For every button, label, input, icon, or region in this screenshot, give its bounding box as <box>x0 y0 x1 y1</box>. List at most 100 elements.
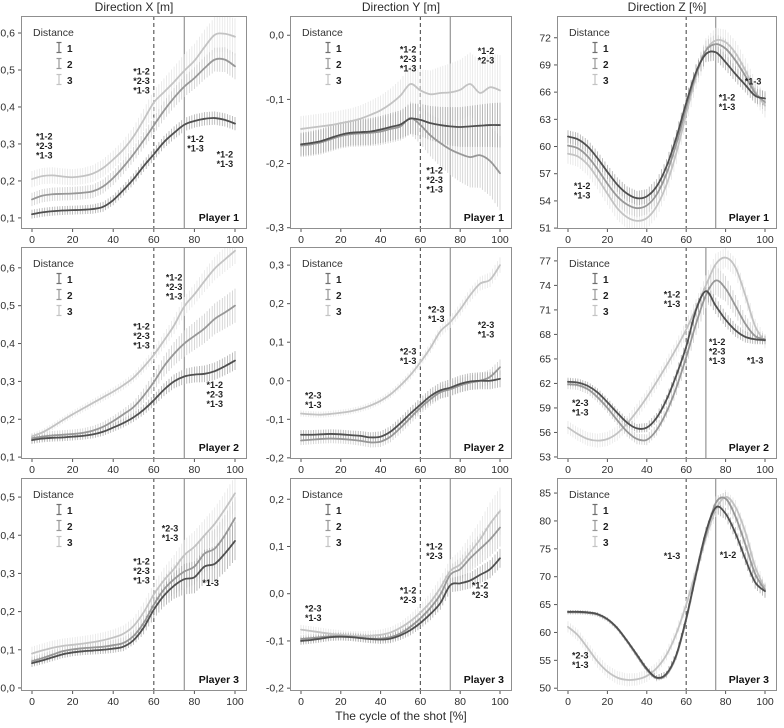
svg-text:-0,2: -0,2 <box>266 452 284 464</box>
plot-area <box>300 478 501 691</box>
svg-text:*1-3: *1-3 <box>400 63 417 73</box>
svg-text:0: 0 <box>298 464 304 476</box>
y-axis: 0,6 0,5 0,4 0,3 0,2 0,1 <box>0 28 21 224</box>
svg-text:*1-3: *1-3 <box>719 102 736 112</box>
series-distance-1-line <box>300 117 501 146</box>
svg-text:40: 40 <box>375 696 387 708</box>
significance-annotation: *1-2*2-3*1-3 <box>709 337 726 366</box>
svg-text:40: 40 <box>107 234 119 246</box>
significance-annotation: *1-2*2-3*1-3 <box>133 557 150 586</box>
series-distance-1-errorbars <box>31 351 236 444</box>
svg-text:0,6: 0,6 <box>0 262 15 274</box>
significance-annotation: *1-2*2-3*1-3 <box>426 166 443 195</box>
svg-text:60: 60 <box>415 464 427 476</box>
significance-annotation: *2-3*1-3 <box>428 304 445 324</box>
svg-text:*1-3: *1-3 <box>133 86 150 96</box>
svg-text:65: 65 <box>539 353 551 365</box>
svg-text:40: 40 <box>375 234 387 246</box>
significance-annotation: *2-3*1-3 <box>572 398 589 418</box>
errorbar-glyph-icon <box>592 519 598 532</box>
significance-annotation: *1-2*2-3*1-3 <box>36 131 53 160</box>
svg-text:40: 40 <box>107 464 119 476</box>
legend-item-label: 1 <box>603 275 609 286</box>
svg-text:0,6: 0,6 <box>0 28 15 40</box>
svg-text:*2-3: *2-3 <box>133 331 150 341</box>
svg-text:59: 59 <box>539 402 551 414</box>
legend: Distance 1 2 3 <box>569 489 610 549</box>
svg-text:0,3: 0,3 <box>0 376 15 388</box>
legend-item-label: 3 <box>603 538 609 549</box>
errorbar-glyph-icon <box>325 73 331 86</box>
series-distance-1-errorbars <box>300 102 501 156</box>
significance-annotation: *1-2*2-3 <box>472 581 489 601</box>
series-distance-3-line <box>31 249 236 438</box>
legend-item-label: 2 <box>67 291 73 302</box>
svg-text:57: 57 <box>539 168 551 180</box>
series-distance-3-errorbars <box>300 257 501 418</box>
svg-text:*1-3: *1-3 <box>664 551 681 561</box>
plot-area <box>31 478 236 691</box>
svg-text:80: 80 <box>189 696 201 708</box>
svg-text:65: 65 <box>539 599 551 611</box>
errorbar-glyph-icon <box>56 288 62 301</box>
panel-player-label: Player 2 <box>464 442 504 454</box>
svg-text:0: 0 <box>298 696 304 708</box>
errorbar-glyph-icon <box>325 41 331 54</box>
svg-text:53: 53 <box>539 451 551 463</box>
svg-text:20: 20 <box>335 696 347 708</box>
panel-frame <box>290 247 512 459</box>
svg-text:*1-3: *1-3 <box>745 76 762 86</box>
legend-item-label: 3 <box>603 76 609 87</box>
svg-text:100: 100 <box>226 234 244 246</box>
x-axis: 0 20 40 60 80 100 <box>565 691 774 708</box>
plot-area <box>300 16 501 229</box>
y-axis: 0,0 -0,1 -0,2 -0,3 <box>266 30 290 234</box>
svg-text:20: 20 <box>67 696 79 708</box>
panel-frame <box>21 247 247 459</box>
svg-text:20: 20 <box>67 234 79 246</box>
x-axis: 0 20 40 60 80 100 <box>298 459 509 476</box>
legend-item-label: 3 <box>67 307 73 318</box>
plot-area <box>31 16 236 229</box>
svg-text:*2-3: *2-3 <box>133 76 150 86</box>
svg-text:0,0: 0,0 <box>269 30 284 42</box>
series-distance-3-line <box>567 38 766 222</box>
legend: Distance 1 2 3 <box>302 27 343 87</box>
errorbar-glyph-icon <box>592 288 598 301</box>
svg-text:*1-3: *1-3 <box>206 399 223 409</box>
svg-text:0: 0 <box>29 464 35 476</box>
panel-frame <box>557 247 777 459</box>
series-distance-3-line <box>567 256 766 442</box>
series-distance-2-line <box>31 304 236 440</box>
svg-text:0: 0 <box>298 234 304 246</box>
significance-annotation: *1-2*1-3 <box>217 150 234 170</box>
legend-item-label: 1 <box>336 275 342 286</box>
svg-text:0,2: 0,2 <box>0 606 15 618</box>
svg-text:*1-2: *1-2 <box>217 150 234 160</box>
series-distance-1-line <box>31 117 236 216</box>
svg-text:*1-3: *1-3 <box>709 356 726 366</box>
svg-text:72: 72 <box>539 32 551 44</box>
panel-frame <box>21 16 247 229</box>
panel-player-label: Player 3 <box>729 674 769 686</box>
svg-text:60: 60 <box>415 696 427 708</box>
legend-item-label: 1 <box>336 44 342 55</box>
panel-frame <box>290 478 512 691</box>
svg-text:20: 20 <box>602 234 614 246</box>
errorbar-glyph-icon <box>592 304 598 317</box>
significance-annotation: *1-2*1-3 <box>187 134 204 154</box>
svg-text:0: 0 <box>565 464 571 476</box>
svg-text:0,1: 0,1 <box>269 337 284 349</box>
legend: Distance 1 2 3 <box>569 258 610 318</box>
svg-text:*2-3: *2-3 <box>206 389 223 399</box>
panel-direction-y-m-player-3: 0,2 0,1 0,0 -0,1 -0,2 0 20 40 60 80 100 Distance 1 2 3… <box>266 478 512 708</box>
svg-text:*1-3: *1-3 <box>572 660 589 670</box>
errorbar-glyph-icon <box>325 288 331 301</box>
errorbar-glyph-icon <box>325 503 331 516</box>
svg-text:0,0: 0,0 <box>0 682 15 694</box>
svg-text:*1-2: *1-2 <box>478 46 495 56</box>
significance-annotation: *1-2*2-3*1-3 <box>206 380 223 409</box>
svg-text:*2-3: *2-3 <box>572 651 589 661</box>
